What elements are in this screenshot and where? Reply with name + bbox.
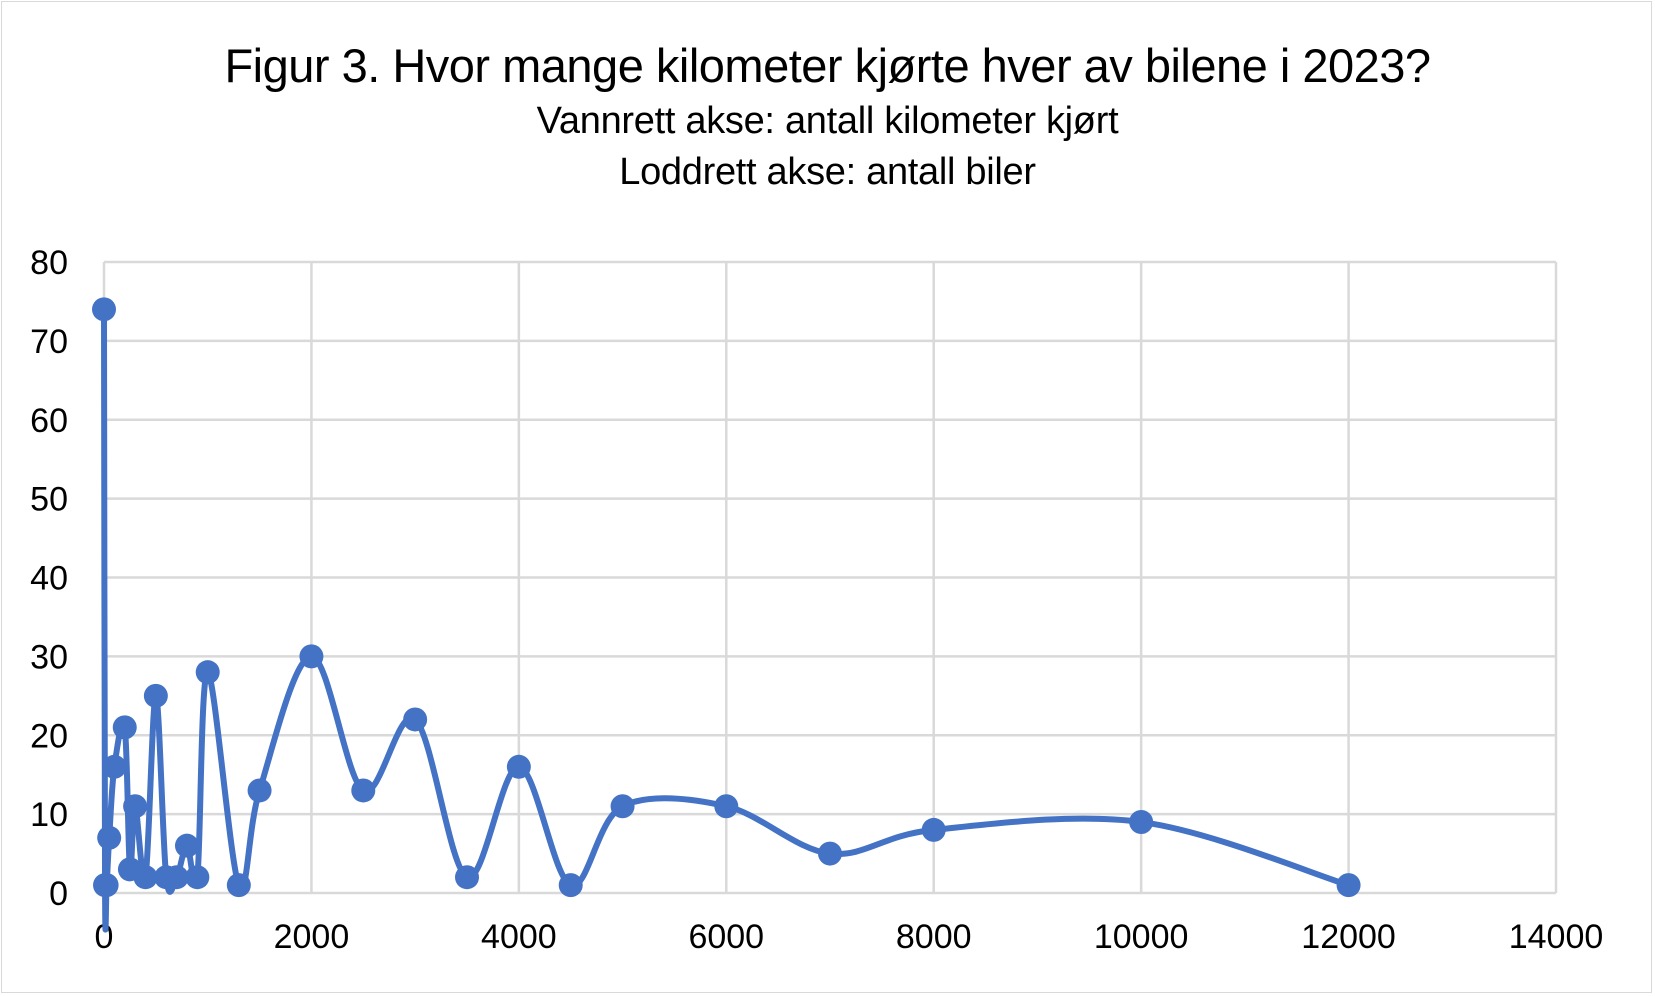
y-tick-label-40: 40 — [30, 560, 68, 598]
y-tick-label-10: 10 — [30, 796, 68, 834]
data-point-700 — [164, 865, 189, 890]
data-point-25 — [94, 873, 119, 898]
chart-titles: Figur 3. Hvor mange kilometer kjørte hve… — [0, 36, 1655, 198]
data-point-10000 — [1129, 810, 1154, 835]
x-tick-label-8000: 8000 — [896, 918, 972, 956]
data-point-12000 — [1336, 873, 1361, 898]
y-tick-label-30: 30 — [30, 638, 68, 676]
y-tick-label-20: 20 — [30, 717, 68, 755]
gridlines — [102, 260, 1558, 895]
data-point-6000 — [714, 794, 739, 819]
data-point-1000 — [195, 660, 220, 685]
y-tick-label-0: 0 — [49, 875, 68, 913]
data-point-500 — [143, 683, 168, 708]
series-group — [92, 297, 1361, 933]
data-point-400 — [133, 865, 158, 890]
data-point-3500 — [455, 865, 479, 890]
x-tick-label-14000: 14000 — [1509, 918, 1604, 956]
x-axis-ticks: 0 2000 4000 6000 8000 10000 12000 14000 — [95, 918, 1604, 956]
data-point-100 — [102, 754, 127, 779]
data-point-4500 — [558, 873, 583, 898]
data-point-50 — [97, 825, 122, 850]
data-point-7000 — [818, 841, 842, 866]
data-point-300 — [123, 794, 148, 819]
data-point-5000 — [610, 794, 635, 819]
x-tick-label-10000: 10000 — [1094, 918, 1189, 956]
data-point-0 — [92, 297, 116, 322]
data-point-800 — [174, 833, 199, 858]
data-point-8000 — [921, 817, 946, 842]
chart-subtitle-x-axis: Vannrett akse: antall kilometer kjørt — [536, 100, 1119, 142]
y-tick-label-70: 70 — [30, 323, 68, 361]
y-tick-label-60: 60 — [30, 402, 68, 440]
data-point-2500 — [351, 778, 376, 803]
x-tick-label-0: 0 — [95, 918, 114, 956]
x-tick-label-6000: 6000 — [688, 918, 764, 956]
data-point-1500 — [247, 778, 272, 803]
x-tick-label-2000: 2000 — [274, 918, 350, 956]
series-line-0 — [101, 306, 1352, 933]
x-tick-label-4000: 4000 — [481, 918, 557, 956]
x-tick-label-12000: 12000 — [1301, 918, 1396, 956]
data-point-2000 — [299, 644, 324, 669]
y-tick-label-50: 50 — [30, 481, 68, 519]
chart-title: Figur 3. Hvor mange kilometer kjørte hve… — [224, 39, 1431, 92]
chart-subtitle-y-axis: Loddrett akse: antall biler — [619, 151, 1036, 193]
data-point-1300 — [226, 873, 251, 898]
data-point-900 — [185, 865, 210, 890]
data-point-4000 — [506, 754, 531, 779]
data-point-200 — [112, 715, 137, 740]
data-point-3000 — [403, 707, 428, 732]
y-axis-ticks: 0 10 20 30 40 50 60 70 80 — [30, 244, 68, 913]
y-tick-label-80: 80 — [30, 244, 68, 282]
